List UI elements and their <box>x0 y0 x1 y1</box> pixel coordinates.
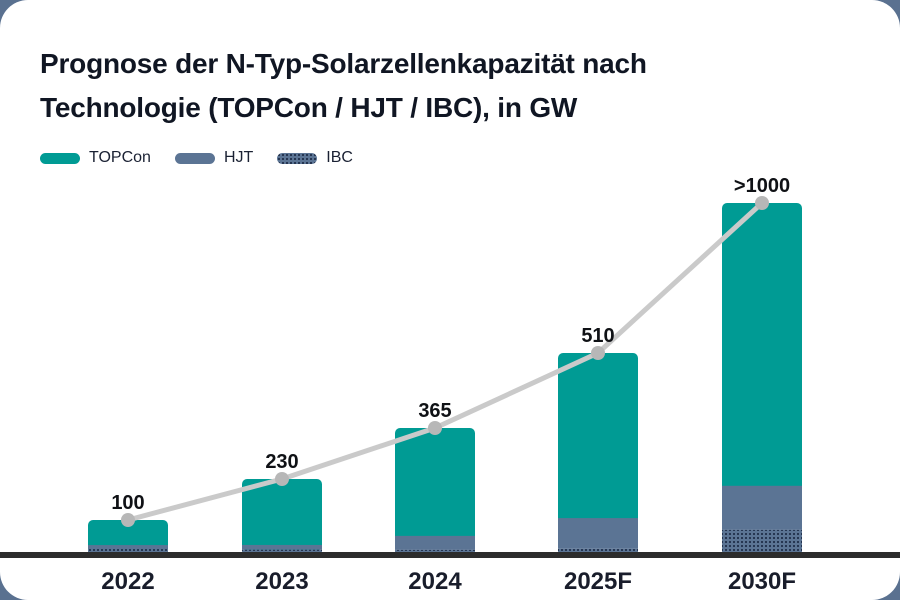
bar-segment-hjt-2022 <box>88 545 168 550</box>
bar-segment-hjt-2030F <box>722 485 802 530</box>
bar-segment-hjt-2025F <box>558 518 638 549</box>
labels-group: 100 2022 230 2023 365 2024 510 2025F >1000 2030F <box>101 175 796 595</box>
bar-segment-hjt-2024 <box>395 535 475 550</box>
legend-label-ibc: IBC <box>326 149 353 166</box>
legend-swatch-topcon <box>40 152 80 164</box>
legend-item-ibc: IBC <box>277 149 353 167</box>
legend-label-topcon: TOPCon <box>89 149 151 166</box>
value-label-2025F: 510 <box>581 325 614 347</box>
x-axis-line <box>0 552 900 558</box>
trend-marker-2024 <box>428 421 442 435</box>
bar-segment-topcon-2025F <box>558 353 638 525</box>
x-axis-label-2025F: 2025F <box>564 568 632 595</box>
legend-item-hjt: HJT <box>174 149 254 167</box>
x-axis-label-2022: 2022 <box>101 568 154 595</box>
bar-segment-ibc-2022 <box>88 549 168 553</box>
chart-title: Prognose der N-Typ-Solarzellenkapazität … <box>40 42 647 130</box>
chart-title-line2: Technologie (TOPCon / HJT / IBC), in GW <box>40 92 578 123</box>
bar-segment-ibc-2025F <box>558 548 638 553</box>
trend-line-group <box>121 196 769 527</box>
legend-item-topcon: TOPCon <box>40 149 151 167</box>
x-axis-label-2030F: 2030F <box>728 568 796 595</box>
trend-marker-2022 <box>121 513 135 527</box>
bar-segment-topcon-2022 <box>88 520 168 552</box>
trend-marker-2023 <box>275 472 289 486</box>
legend-label-hjt: HJT <box>223 149 254 166</box>
value-label-2022: 100 <box>111 492 144 514</box>
legend-swatch-ibc <box>277 152 318 164</box>
bar-segment-topcon-2030F <box>722 203 802 492</box>
value-label-2030F: >1000 <box>734 175 790 197</box>
trend-marker-2025F <box>591 346 605 360</box>
x-axis-label-2023: 2023 <box>255 568 308 595</box>
bar-segment-ibc-2024 <box>395 549 475 553</box>
bar-segment-ibc-2030F <box>722 529 802 553</box>
bar-segment-ibc-2023 <box>242 549 322 553</box>
bar-segment-hjt-2023 <box>242 544 322 550</box>
bar-segment-topcon-2024 <box>395 428 475 542</box>
legend-swatch-hjt <box>174 152 215 164</box>
trend-marker-2030F <box>755 196 769 210</box>
x-axis-label-2024: 2024 <box>408 568 462 595</box>
value-label-2023: 230 <box>265 451 298 473</box>
value-label-2024: 365 <box>418 400 451 422</box>
bar-segment-topcon-2023 <box>242 479 322 551</box>
bars-group <box>88 203 802 553</box>
chart-title-line1: Prognose der N-Typ-Solarzellenkapazität … <box>40 48 647 79</box>
chart-legend: TOPCon HJT IBC <box>40 149 353 167</box>
x-axis <box>0 552 900 558</box>
